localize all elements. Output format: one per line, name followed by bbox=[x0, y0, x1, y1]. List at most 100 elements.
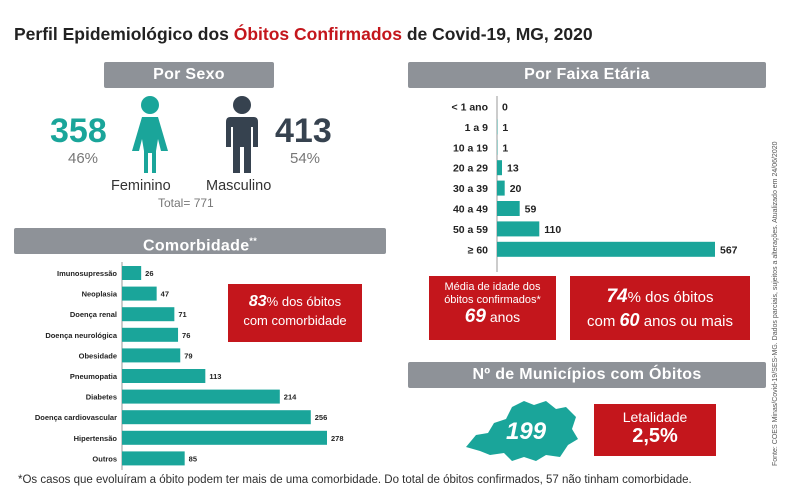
comorb-category-label: Diabetes bbox=[86, 393, 117, 402]
comorb-bar bbox=[122, 451, 185, 466]
comorb-category-label: Imunosupressão bbox=[57, 269, 117, 278]
masculino-pct: 54% bbox=[290, 150, 321, 167]
comorb-value-label: 214 bbox=[284, 393, 297, 402]
footnote: *Os casos que evoluíram a óbito podem te… bbox=[18, 474, 692, 486]
faixa-value-label: 0 bbox=[502, 102, 508, 114]
media-idade-line2: óbitos confirmados* bbox=[444, 294, 541, 306]
faixa-category-label: 40 a 49 bbox=[453, 204, 488, 216]
faixa-value-label: 13 bbox=[507, 163, 519, 175]
pct60-text1: % dos óbitos bbox=[627, 289, 714, 306]
comorb-value-label: 278 bbox=[331, 434, 344, 443]
comorb-bar bbox=[122, 266, 142, 280]
age-group-bar-chart: < 1 ano 0 1 a 9 1 10 a 19 1 20 a 29 13 30 a 39 20… bbox=[452, 96, 738, 272]
faixa-value-label: 20 bbox=[510, 183, 522, 195]
pct60-box: 74% dos óbitos com 60 anos ou mais bbox=[570, 276, 750, 340]
faixa-bar bbox=[497, 180, 505, 196]
title-part1: Perfil Epidemiológico dos bbox=[14, 24, 234, 44]
comorb-bar bbox=[122, 327, 179, 342]
comorb-category-label: Doença renal bbox=[70, 310, 117, 319]
faixa-header-label: Por Faixa Etária bbox=[524, 66, 650, 83]
comorb-bar bbox=[122, 348, 181, 363]
comorb-category-label: Doença cardiovascular bbox=[35, 413, 117, 422]
pct60-line1: 74% dos óbitos bbox=[570, 286, 750, 309]
comorb-callout-text1: % dos óbitos bbox=[266, 294, 342, 309]
faixa-category-label: ≥ 60 bbox=[468, 244, 489, 256]
faixa-value-label: 567 bbox=[720, 244, 738, 256]
comorb-value-label: 76 bbox=[182, 331, 190, 340]
faixa-bar bbox=[497, 221, 540, 237]
faixa-bar bbox=[497, 160, 502, 176]
faixa-header: Por Faixa Etária bbox=[408, 62, 766, 88]
title-accent: Óbitos Confirmados bbox=[233, 24, 402, 44]
faixa-category-label: 1 a 9 bbox=[465, 122, 489, 134]
comorbidity-bar-chart: Imunosupressão 26 Neoplasia 47 Doença renal 7… bbox=[35, 262, 344, 470]
comorb-value-label: 85 bbox=[189, 454, 197, 463]
letalidade-label: Letalidade bbox=[622, 409, 688, 425]
municipios-count: 199 bbox=[506, 418, 547, 445]
feminino-label: Feminino bbox=[111, 178, 171, 194]
pct60-pct: 74 bbox=[606, 286, 628, 307]
comorb-value-label: 47 bbox=[161, 290, 169, 299]
comorb-category-label: Neoplasia bbox=[82, 290, 118, 299]
faixa-value-label: 1 bbox=[502, 142, 508, 154]
comorb-bar bbox=[122, 430, 327, 445]
faixa-category-label: < 1 ano bbox=[452, 102, 488, 114]
faixa-category-label: 30 a 39 bbox=[453, 183, 488, 195]
masculino-count: 413 bbox=[275, 112, 332, 150]
comorb-bar bbox=[122, 286, 157, 301]
faixa-value-label: 59 bbox=[525, 204, 537, 216]
comorb-callout-text2: com comorbidade bbox=[243, 313, 347, 328]
sexo-header: Por Sexo bbox=[104, 62, 274, 88]
pct60-line2: com 60 anos ou mais bbox=[570, 309, 750, 333]
comorb-header: Comorbidade** bbox=[14, 228, 386, 254]
comorb-bar bbox=[122, 410, 311, 425]
comorb-category-label: Doença neurológica bbox=[45, 331, 118, 340]
comorb-bar bbox=[122, 369, 206, 383]
feminino-count: 358 bbox=[50, 112, 107, 150]
comorb-callout-pct: 83 bbox=[248, 293, 267, 310]
letalidade-box: Letalidade 2,5% bbox=[594, 404, 716, 456]
sexo-header-label: Por Sexo bbox=[153, 66, 225, 83]
faixa-value-label: 110 bbox=[544, 224, 561, 236]
municipios-header-label: Nº de Municípios com Óbitos bbox=[472, 366, 702, 383]
faixa-bar bbox=[497, 241, 715, 257]
title-part2: de Covid-19, MG, 2020 bbox=[401, 24, 593, 44]
comorb-category-label: Hipertensão bbox=[74, 434, 118, 443]
comorb-value-label: 26 bbox=[145, 269, 153, 278]
comorb-callout-line1: 83% dos óbitos bbox=[228, 292, 362, 311]
faixa-bar bbox=[497, 201, 520, 216]
comorb-value-label: 113 bbox=[209, 372, 221, 381]
male-person-icon bbox=[226, 96, 258, 173]
comorb-value-label: 79 bbox=[184, 351, 192, 360]
comorb-bar bbox=[122, 389, 280, 404]
faixa-category-label: 50 a 59 bbox=[453, 224, 488, 236]
comorb-header-label: Comorbidade bbox=[142, 237, 250, 255]
female-person-icon bbox=[132, 96, 168, 173]
pct60-value: 60 bbox=[619, 310, 640, 330]
comorb-bar bbox=[122, 307, 175, 322]
faixa-category-label: 10 a 19 bbox=[453, 142, 488, 154]
comorb-callout: 83% dos óbitos com comorbidade bbox=[228, 284, 362, 342]
pct60-text2b: anos ou mais bbox=[639, 313, 733, 330]
comorb-category-label: Obesidade bbox=[79, 351, 117, 360]
media-idade-line1: Média de idade dos bbox=[444, 281, 541, 293]
letalidade-value: 2,5% bbox=[632, 425, 678, 447]
media-idade-value: 69 bbox=[464, 306, 486, 327]
faixa-value-label: 1 bbox=[502, 122, 508, 134]
masculino-label: Masculino bbox=[206, 178, 272, 194]
media-idade-unit: anos bbox=[485, 309, 521, 325]
media-idade-value-row: 69 anos bbox=[429, 307, 556, 326]
sexo-total: Total= 771 bbox=[158, 196, 214, 210]
feminino-pct: 46% bbox=[68, 150, 99, 167]
municipios-header: Nº de Municípios com Óbitos bbox=[408, 362, 766, 388]
minas-gerais-map-icon bbox=[466, 401, 578, 461]
comorb-value-label: 256 bbox=[315, 413, 328, 422]
media-idade-box: Média de idade dos óbitos confirmados* 6… bbox=[429, 276, 556, 340]
pct60-text2a: com bbox=[587, 313, 620, 330]
faixa-category-label: 20 a 29 bbox=[453, 163, 488, 175]
page-title: Perfil Epidemiológico dos Óbitos Confirm… bbox=[14, 24, 593, 45]
comorb-category-label: Pneumopatia bbox=[70, 372, 118, 381]
comorb-value-label: 71 bbox=[178, 310, 186, 319]
source-note: Fonte: COES Minas/Covid-19/SES-MG. Dados… bbox=[772, 141, 779, 467]
comorb-header-mark: ** bbox=[249, 236, 258, 246]
